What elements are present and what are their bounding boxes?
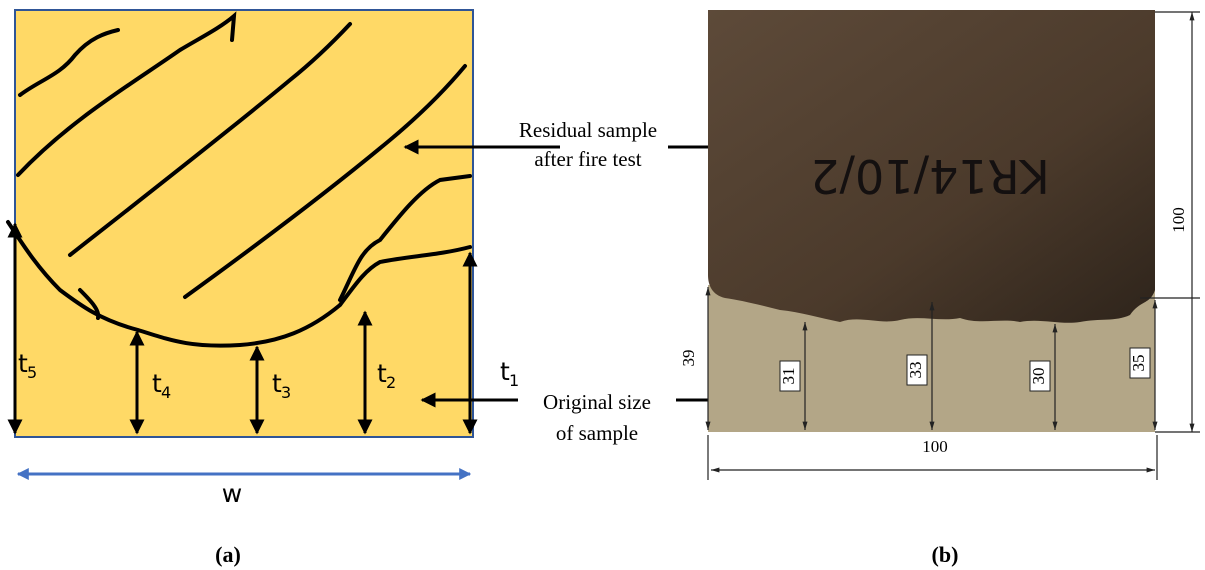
height-label: 100 xyxy=(1169,207,1188,233)
annotation: Residual sample xyxy=(519,118,657,142)
annotation: Original size xyxy=(543,390,651,414)
caption: (a) xyxy=(215,542,241,567)
thickness-subscript: 5 xyxy=(27,363,37,382)
annotation: after fire test xyxy=(534,147,641,171)
width-label: w xyxy=(222,479,242,508)
residual-thickness-label: 35 xyxy=(1129,355,1148,372)
sample-marking: KR14/10/2 xyxy=(810,149,1049,203)
annotations: Residual sample after fire test Original… xyxy=(519,118,657,445)
page: {"panel_a":{"thicknesses":[{"main":"t","… xyxy=(0,0,1205,570)
caption: (b) xyxy=(932,542,959,567)
annotation: of sample xyxy=(556,421,638,445)
thickness-subscript: 3 xyxy=(281,383,291,402)
figure: t1t2t3t4t5 w (a) Residual sample after f… xyxy=(0,0,1205,570)
residual-thickness-label: 31 xyxy=(779,368,798,385)
residual-thickness-label: 33 xyxy=(906,362,925,379)
panel-b: KR14/10/2 100 100 39 31 33 30 35 (b) xyxy=(679,10,1200,567)
thickness-subscript: 4 xyxy=(161,383,171,402)
sample-section xyxy=(15,10,473,437)
thickness-subscript: 1 xyxy=(509,371,519,390)
thickness-subscript: 2 xyxy=(386,373,396,392)
original-thickness-label: 39 xyxy=(679,350,698,367)
residual-thickness-label: 30 xyxy=(1029,368,1048,385)
width-label: 100 xyxy=(922,437,948,456)
